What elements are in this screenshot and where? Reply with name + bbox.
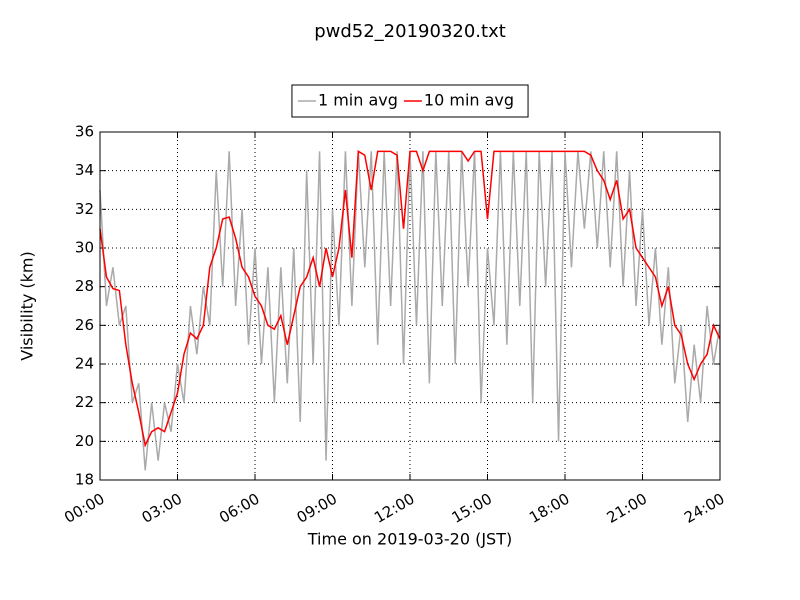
x-tick-label: 00:00 [61,490,107,527]
y-tick-label: 24 [75,355,94,373]
y-tick-label: 28 [75,277,94,295]
x-tick-label: 24:00 [681,490,727,527]
y-tick-label: 30 [75,239,94,257]
y-tick-label: 20 [75,432,94,450]
x-tick-label: 18:00 [526,490,572,527]
x-tick-label: 09:00 [294,490,340,527]
x-tick-label: 15:00 [449,490,495,527]
legend-label: 10 min avg [424,91,514,110]
y-tick-label: 32 [75,200,94,218]
x-tick-label: 06:00 [216,490,262,527]
x-tick-label: 21:00 [604,490,650,527]
plot-frame [99,131,721,481]
legend-box [291,84,529,118]
y-tick-label: 18 [75,471,94,489]
legend: 1 min avg 10 min avg [291,84,529,118]
y-tick-label: 34 [75,161,94,179]
y-axis-label: Visibility (km) [18,251,37,360]
y-tick-label: 26 [75,316,94,334]
chart-title: pwd52_20190320.txt [314,21,506,42]
y-tick-label: 36 [75,123,94,141]
legend-label: 1 min avg [318,91,398,110]
x-tick-label: 12:00 [371,490,417,527]
x-axis-label: Time on 2019-03-20 (JST) [307,530,512,549]
x-tick-label: 03:00 [139,490,185,527]
series-line [99,151,721,471]
series-line [99,150,721,448]
y-tick-label: 22 [75,393,94,411]
